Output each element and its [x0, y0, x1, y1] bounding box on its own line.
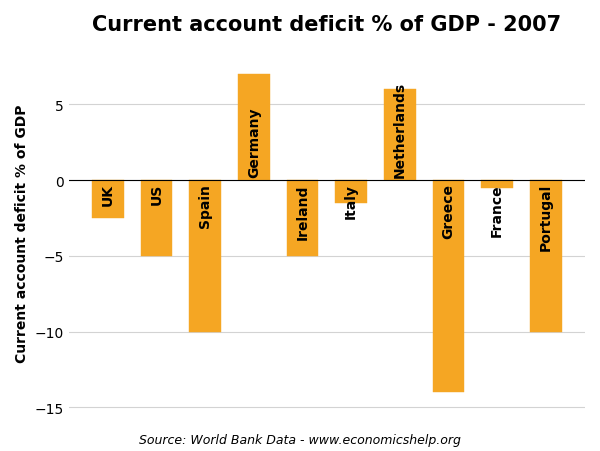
- Title: Current account deficit % of GDP - 2007: Current account deficit % of GDP - 2007: [92, 15, 562, 35]
- Y-axis label: Current account deficit % of GDP: Current account deficit % of GDP: [15, 105, 29, 363]
- Text: Portugal: Portugal: [539, 184, 553, 251]
- Bar: [238, 75, 269, 181]
- Text: France: France: [490, 184, 504, 236]
- Bar: [92, 181, 124, 219]
- Text: Ireland: Ireland: [296, 184, 310, 239]
- Text: Italy: Italy: [344, 184, 358, 219]
- Bar: [433, 181, 464, 392]
- Bar: [384, 90, 416, 181]
- Bar: [335, 181, 367, 203]
- Bar: [481, 181, 513, 189]
- Text: US: US: [149, 184, 164, 205]
- Text: Netherlands: Netherlands: [393, 82, 407, 178]
- Bar: [141, 181, 172, 256]
- Text: Source: World Bank Data - www.economicshelp.org: Source: World Bank Data - www.economicsh…: [139, 433, 461, 446]
- Bar: [190, 181, 221, 332]
- Text: Spain: Spain: [198, 184, 212, 228]
- Text: Germany: Germany: [247, 107, 261, 178]
- Bar: [287, 181, 319, 256]
- Text: UK: UK: [101, 184, 115, 206]
- Bar: [530, 181, 562, 332]
- Text: Greece: Greece: [442, 184, 455, 239]
